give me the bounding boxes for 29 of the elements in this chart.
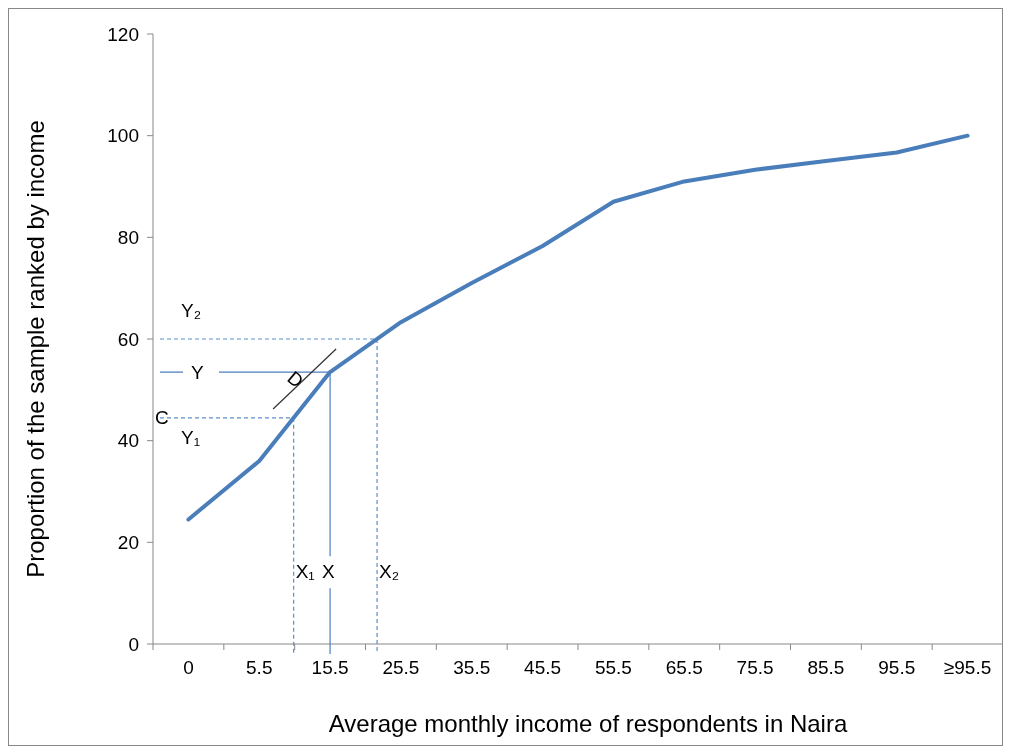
x-axis-title: Average monthly income of respondents in Naira (328, 710, 848, 737)
y-tick-label: 80 (117, 226, 139, 248)
x-tick-label: 85.5 (807, 657, 845, 678)
x-tick-label: 35.5 (453, 657, 491, 678)
x-tick-label: ≥95.5 (943, 657, 992, 678)
annotation: C (155, 407, 169, 429)
y-tick-label: 40 (117, 430, 139, 452)
x-tick-label: 5.5 (246, 657, 273, 678)
ref-line-label: Y (191, 361, 204, 383)
annotation: X₁ (295, 561, 315, 583)
x-tick-label: 75.5 (736, 657, 774, 678)
x-tick-label: 0 (183, 657, 194, 678)
x-tick-label: 95.5 (878, 657, 916, 678)
annotation: X₂ (379, 561, 400, 583)
y-axis-title: Proportion of the sample ranked by income (22, 120, 49, 578)
x-tick-label: 15.5 (311, 657, 349, 678)
x-tick-label: 65.5 (665, 657, 703, 678)
annotation: X (322, 561, 336, 583)
x-tick-label: 55.5 (594, 657, 632, 678)
ref-line-label: Y₂ (181, 300, 202, 321)
y-tick-label: 20 (117, 531, 139, 553)
y-tick-label: 0 (128, 633, 139, 655)
x-tick-label: 25.5 (382, 657, 420, 678)
y-tick-label: 100 (107, 125, 139, 147)
x-tick-label: 45.5 (524, 657, 562, 678)
y-tick-label: 120 (107, 23, 139, 45)
ref-line-label: Y₁ (181, 426, 201, 448)
y-tick-label: 60 (117, 328, 139, 350)
annotation: D (283, 367, 308, 392)
